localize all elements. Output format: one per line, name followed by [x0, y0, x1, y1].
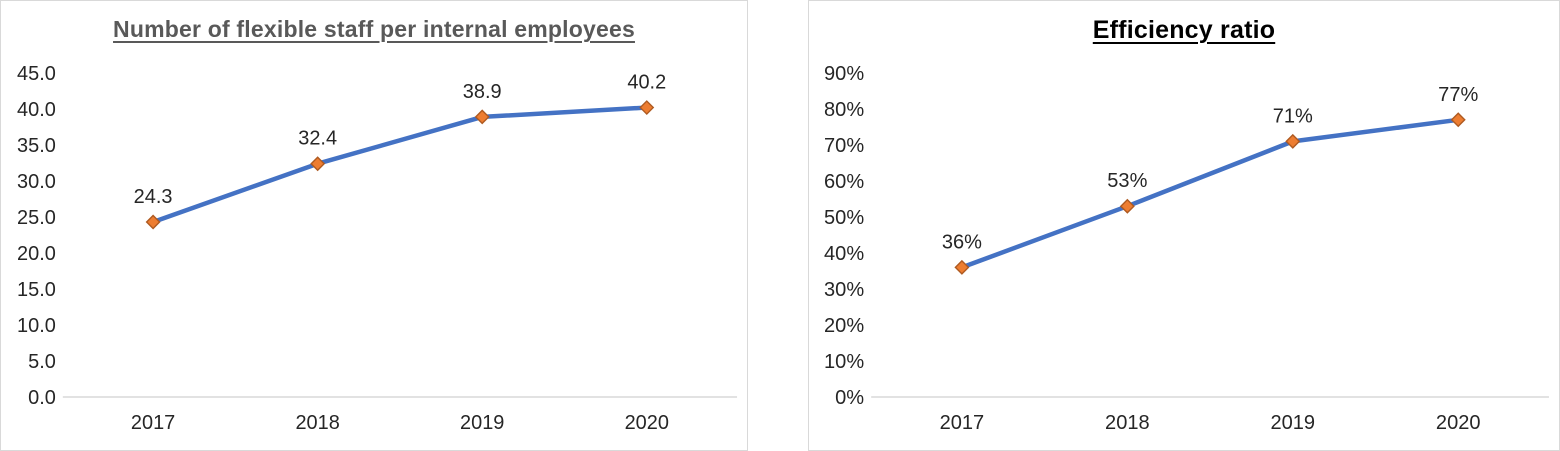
data-point-label: 77%: [1438, 84, 1478, 106]
data-point-diamond-marker: [1450, 112, 1466, 128]
flexible-staff-line-chart: 45.0 40.0 35.0 30.0 25.0 20.0 15.0 10.0 5.0 0.0 20…: [17, 63, 738, 434]
x-axis-tick-label: 2019: [460, 412, 504, 434]
x-axis-tick-label: 2020: [625, 412, 669, 434]
data-point-label: 24.3: [134, 186, 173, 208]
y-axis-tick-label: 20%: [824, 315, 864, 337]
data-point-label: 38.9: [463, 81, 502, 103]
data-point-label: 53%: [1107, 170, 1147, 192]
flexible-staff-chart-title: Number of flexible staff per internal em…: [113, 16, 635, 42]
y-axis-tick-label: 15.0: [17, 279, 56, 301]
efficiency-ratio-chart-title: Efficiency ratio: [1092, 16, 1276, 44]
y-axis-tick-label: 45.0: [17, 63, 56, 85]
y-axis-tick-label: 30.0: [17, 171, 56, 193]
data-point-diamond-marker: [1119, 198, 1135, 214]
efficiency-ratio-chart-panel: Efficiency ratio 90% 80% 70% 60% 50% 40% 30% 20…: [808, 0, 1560, 451]
flexible-staff-chart-panel: Number of flexible staff per internal em…: [0, 0, 748, 451]
data-point-diamond-marker: [474, 109, 490, 125]
y-axis-tick-label: 30%: [824, 279, 864, 301]
y-axis-tick-label: 0.0: [28, 387, 56, 409]
x-axis-tick-label: 2018: [295, 412, 339, 434]
data-point-diamond-marker: [310, 156, 326, 172]
data-point-diamond-marker: [639, 100, 655, 116]
series-line: [150, 105, 650, 225]
x-axis-tick-label: 2017: [131, 412, 175, 434]
x-axis-tick-label: 2017: [940, 412, 985, 434]
y-axis-tick-label: 80%: [824, 99, 864, 121]
y-axis-tick-label: 10%: [824, 351, 864, 373]
x-axis-tick-label: 2019: [1270, 412, 1315, 434]
series-line: [959, 117, 1461, 270]
y-axis-tick-label: 35.0: [17, 135, 56, 157]
y-axis-tick-label: 40.0: [17, 99, 56, 121]
y-axis-tick-label: 10.0: [17, 315, 56, 337]
y-axis-tick-label: 0%: [835, 387, 864, 409]
efficiency-ratio-line-chart: 90% 80% 70% 60% 50% 40% 30% 20% 10% 0% 2017 2018 201…: [824, 63, 1549, 434]
data-point-label: 32.4: [298, 128, 337, 150]
y-axis-tick-label: 60%: [824, 171, 864, 193]
x-axis-tick-label: 2018: [1105, 412, 1150, 434]
data-point-label: 40.2: [627, 72, 666, 94]
y-axis-tick-label: 5.0: [28, 351, 56, 373]
data-point-label: 71%: [1273, 105, 1313, 127]
y-axis-tick-label: 40%: [824, 243, 864, 265]
x-axis-tick-label: 2020: [1436, 412, 1481, 434]
data-point-diamond-marker: [954, 259, 970, 275]
data-point-diamond-marker: [1285, 133, 1301, 149]
y-axis-tick-label: 50%: [824, 207, 864, 229]
data-point-label: 36%: [942, 231, 982, 253]
y-axis-tick-label: 20.0: [17, 243, 56, 265]
data-point-diamond-marker: [145, 214, 161, 230]
y-axis-tick-label: 90%: [824, 63, 864, 85]
y-axis-tick-label: 25.0: [17, 207, 56, 229]
y-axis-tick-label: 70%: [824, 135, 864, 157]
